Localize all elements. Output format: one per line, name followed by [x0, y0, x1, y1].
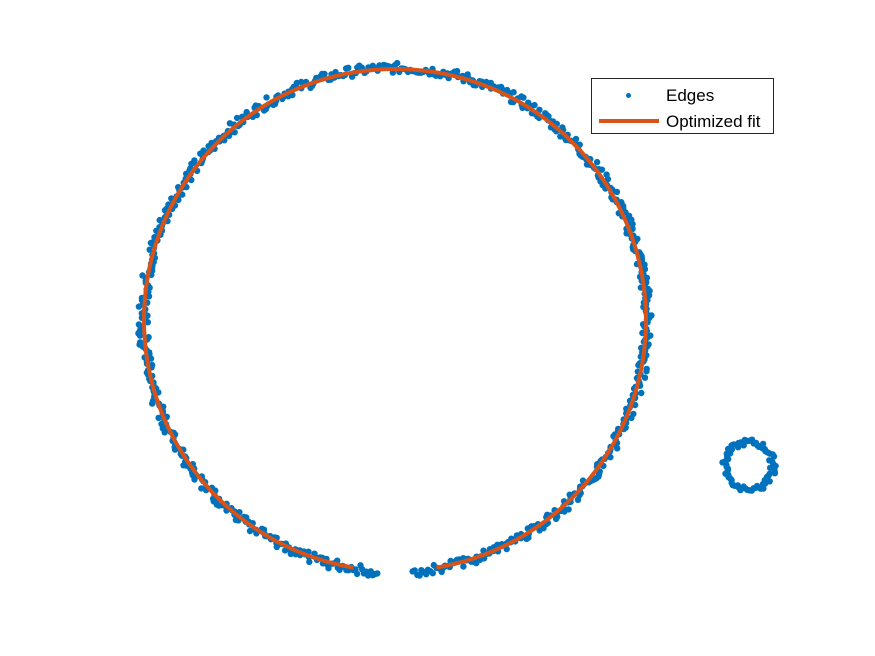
edge-point: [137, 339, 144, 346]
edge-point: [531, 101, 538, 109]
edge-point: [155, 414, 162, 422]
edge-point: [520, 94, 527, 101]
edge-point: [604, 175, 612, 183]
edge-point: [598, 166, 606, 173]
edge-point: [243, 108, 250, 116]
edge-point: [394, 59, 401, 67]
edge-point: [770, 460, 777, 467]
edge-point: [145, 334, 152, 341]
edge-point: [460, 563, 467, 570]
edge-point: [232, 516, 240, 524]
edge-point: [641, 374, 649, 381]
optimized-fit-line: [142, 67, 648, 570]
edge-point: [148, 361, 156, 369]
edge-point: [135, 321, 143, 328]
edge-point: [613, 188, 621, 196]
edge-point: [345, 64, 352, 72]
edge-point: [614, 445, 621, 452]
edge-point: [536, 527, 543, 534]
edge-point: [156, 216, 163, 224]
edge-point: [740, 442, 747, 449]
legend: Edges Optimized fit: [591, 78, 774, 134]
edge-point: [418, 567, 425, 574]
legend-item-edges: Edges: [592, 84, 773, 106]
edge-point: [357, 562, 364, 569]
edge-point: [191, 157, 198, 164]
edge-point: [306, 558, 313, 566]
edge-point: [198, 485, 205, 492]
legend-marker-dot: [626, 93, 631, 98]
edge-point: [523, 535, 530, 543]
legend-item-optimized-fit: Optimized fit: [592, 110, 773, 132]
edge-point: [593, 158, 601, 166]
edge-point: [430, 561, 437, 569]
edge-point: [771, 470, 779, 477]
edge-point: [770, 453, 778, 460]
edge-point: [321, 70, 328, 78]
edge-point: [574, 496, 582, 503]
edge-point: [200, 147, 207, 154]
edge-point: [139, 272, 146, 279]
edge-point: [510, 89, 517, 96]
edge-point: [607, 454, 614, 461]
edge-point: [638, 389, 645, 397]
edge-point: [629, 220, 636, 228]
legend-label-edges: Edges: [666, 86, 715, 105]
edge-point: [233, 114, 241, 122]
edge-point: [281, 547, 289, 554]
edge-point: [409, 568, 416, 575]
edge-point: [453, 67, 461, 75]
legend-marker-line: [599, 119, 659, 123]
edge-point: [263, 94, 270, 101]
edge-point: [246, 527, 254, 535]
optimized-fit-series: [142, 67, 648, 570]
edge-point: [628, 414, 635, 422]
edge-point: [643, 368, 650, 375]
edges-series: [135, 59, 779, 579]
legend-label-optimized-fit: Optimized fit: [666, 112, 761, 131]
edge-point: [552, 515, 560, 523]
